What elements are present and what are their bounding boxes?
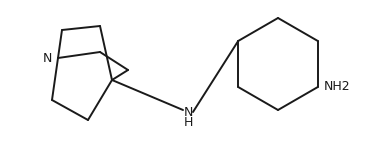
Text: H: H (183, 115, 193, 128)
Text: N: N (42, 52, 52, 65)
Text: N: N (183, 106, 193, 119)
Text: NH2: NH2 (324, 81, 351, 94)
